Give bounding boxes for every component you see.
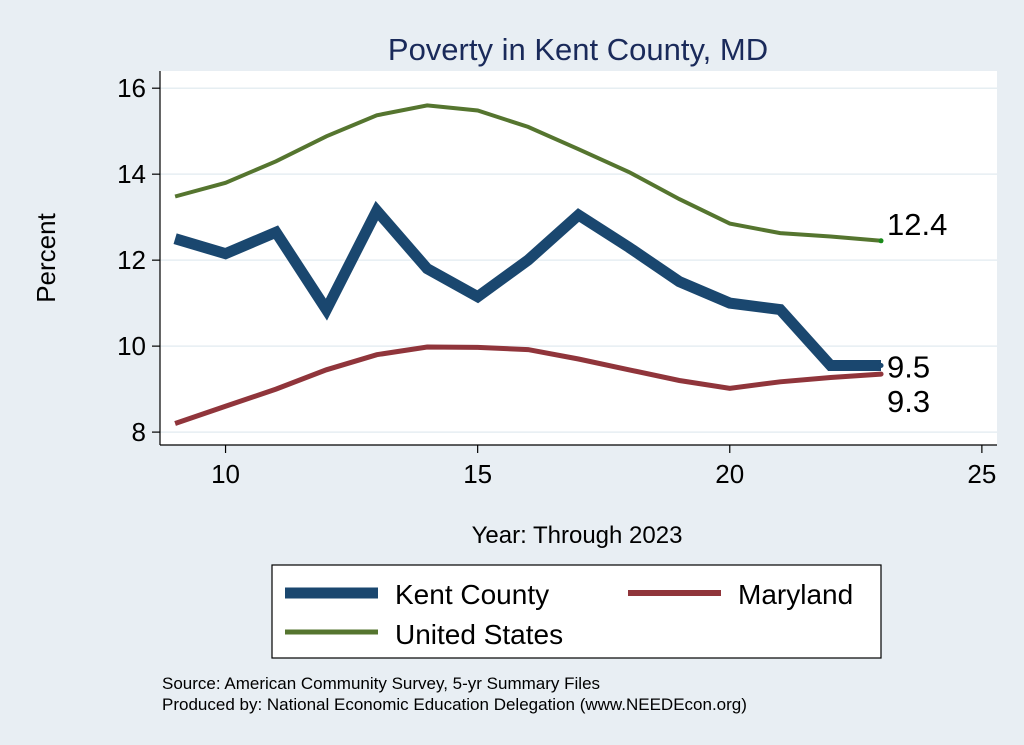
series-line-maryland — [174, 344, 882, 426]
series-line-kent-county — [173, 200, 881, 371]
x-axis-label: Year: Through 2023 — [472, 522, 683, 549]
y-axis-label: Percent — [31, 212, 61, 302]
plot-area — [160, 71, 997, 445]
series-end-point-maryland — [878, 371, 884, 377]
x-tick-label-15: 15 — [463, 459, 492, 489]
producer-note: Produced by: National Economic Education… — [162, 695, 747, 714]
legend-label-united-states: United States — [395, 619, 563, 650]
chart-title: Poverty in Kent County, MD — [388, 32, 768, 67]
legend: Kent County Maryland United States — [271, 564, 882, 659]
series-lines — [173, 103, 884, 426]
legend-label-maryland: Maryland — [738, 579, 853, 610]
x-tick-label-25: 25 — [967, 459, 996, 489]
source-note: Source: American Community Survey, 5-yr … — [162, 674, 600, 693]
end-labels: 9.59.3 12.4 — [887, 207, 947, 419]
y-tick-label-10: 10 — [117, 331, 146, 361]
series-end-point-kent-county — [878, 362, 884, 368]
x-tick-label-10: 10 — [211, 459, 240, 489]
end-label-united-states: 12.4 — [887, 207, 947, 242]
axis-ticks: 8 10 12 14 16 10 15 20 25 — [117, 73, 996, 489]
series-end-point-united-states — [878, 238, 884, 244]
end-label-maryland: 9.3 — [887, 384, 930, 419]
y-tick-label-14: 14 — [117, 159, 146, 189]
y-tick-label-16: 16 — [117, 73, 146, 103]
legend-label-kent-county: Kent County — [395, 579, 549, 610]
series-line-united-states — [174, 103, 882, 243]
y-tick-label-12: 12 — [117, 245, 146, 275]
x-tick-label-20: 20 — [715, 459, 744, 489]
legend-box — [271, 564, 882, 659]
y-tick-label-8: 8 — [132, 417, 146, 447]
end-label-kent-county: 9.5 — [887, 349, 930, 384]
